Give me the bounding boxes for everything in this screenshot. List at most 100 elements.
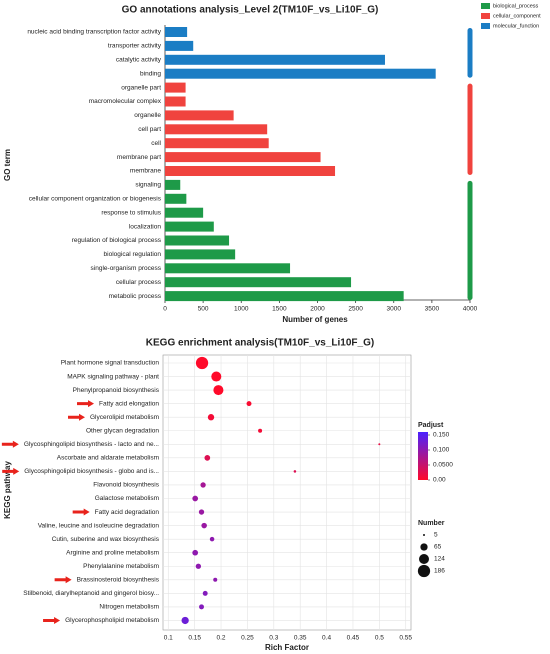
x-axis-label: Rich Factor: [265, 643, 309, 652]
x-tick-label: 0.55: [399, 635, 412, 642]
color-bar: [418, 432, 428, 480]
group-bar: [467, 180, 473, 301]
y-tick-label: Phenylalanine metabolism: [83, 563, 159, 570]
arrow: [2, 467, 20, 475]
arrow: [43, 616, 61, 624]
x-axis-label: Number of genes: [282, 315, 348, 324]
y-tick-label: Stilbenoid, diarylheptanoid and gingerol…: [23, 590, 159, 597]
y-tick-label: transporter activity: [108, 43, 162, 50]
y-tick-label: membrane: [130, 168, 161, 175]
bubble: [209, 536, 215, 542]
x-tick-label: 0.4: [322, 635, 331, 642]
bar: [165, 291, 404, 302]
color-tick-label: 0.00: [433, 477, 446, 484]
y-tick-label: binding: [140, 70, 161, 77]
arrow: [68, 413, 85, 421]
bubble: [202, 590, 208, 596]
y-tick-label: Flavonoid biosynthesis: [93, 482, 160, 489]
color-tick-label: 0.150: [433, 432, 450, 439]
x-tick-label: 1000: [234, 306, 249, 313]
y-tick-label: Fatty acid degradation: [95, 509, 160, 516]
y-tick-label: Cutin, suberine and wax biosynthesis: [52, 536, 160, 543]
y-tick-label: MAPK signaling pathway - plant: [67, 373, 159, 380]
bar: [165, 68, 436, 79]
y-tick-label: Galactose metabolism: [95, 495, 159, 502]
legend-swatch: [481, 3, 490, 9]
x-tick-label: 0.5: [375, 635, 384, 642]
size-legend-label: 65: [434, 544, 442, 551]
y-tick-label: macromolecular complex: [89, 98, 162, 105]
y-tick-label: Glycosphingolipid biosynthesis - globo a…: [24, 468, 159, 475]
bubble: [207, 414, 215, 421]
color-tick-label: 0.100: [433, 447, 450, 454]
group-bar: [467, 28, 473, 78]
size-legend-marker: [420, 543, 428, 551]
x-tick-label: 4000: [463, 306, 478, 313]
x-tick-label: 2500: [348, 306, 363, 313]
bubble: [246, 401, 252, 407]
group-bar: [467, 83, 473, 175]
bar: [165, 138, 269, 149]
legend-title: Number: [418, 520, 445, 527]
x-tick-label: 0.3: [269, 635, 278, 642]
bubble: [293, 470, 297, 473]
x-tick-label: 2000: [310, 306, 325, 313]
bar: [165, 124, 268, 135]
arrow: [1, 440, 19, 448]
size-legend-marker: [418, 553, 430, 565]
y-tick-label: Glycosphingolipid biosynthesis - lacto a…: [24, 441, 159, 448]
bar: [165, 82, 186, 93]
arrow: [72, 508, 90, 516]
legend-swatch: [481, 13, 490, 19]
y-tick-label: Other glycan degradation: [86, 427, 159, 434]
bubble: [204, 455, 211, 461]
arrow: [77, 400, 95, 408]
bubble: [181, 616, 189, 625]
bubble: [378, 443, 381, 446]
y-tick-label: metabolic process: [109, 293, 162, 300]
x-tick-label: 3500: [425, 306, 440, 313]
bubble: [195, 563, 202, 569]
legend-label: cellular_component: [493, 13, 541, 19]
x-tick-label: 3000: [387, 306, 402, 313]
legend-label: biological_process: [493, 3, 538, 9]
x-tick-label: 0.45: [347, 635, 360, 642]
y-tick-label: nucleic acid binding transcription facto…: [27, 29, 161, 36]
y-tick-label: Phenylpropanoid biosynthesis: [73, 387, 160, 394]
bar: [165, 27, 188, 37]
size-legend-label: 186: [434, 568, 445, 575]
legend-title: Padjust: [418, 422, 444, 429]
bubble: [201, 522, 207, 529]
bar: [165, 54, 385, 65]
y-tick-label: Fatty acid elongation: [99, 400, 159, 407]
y-axis-label: KEGG pathway: [3, 461, 12, 519]
x-tick-label: 0.15: [188, 635, 201, 642]
y-tick-label: organelle part: [121, 84, 161, 91]
y-tick-label: signaling: [135, 182, 161, 189]
y-tick-label: single-organism process: [91, 265, 162, 272]
bar: [165, 263, 291, 274]
bar: [165, 152, 321, 163]
y-tick-label: cellular component organization or bioge…: [29, 196, 162, 203]
bubble: [213, 577, 218, 582]
y-tick-label: Glycerolipid metabolism: [90, 414, 159, 421]
bar: [165, 166, 336, 176]
y-tick-label: localization: [129, 223, 162, 230]
bar: [165, 110, 234, 121]
y-tick-label: response to stimulus: [101, 209, 161, 216]
bubble: [192, 549, 199, 556]
y-tick-label: Plant hormone signal transduction: [61, 360, 160, 367]
size-legend-marker: [422, 533, 426, 537]
y-tick-label: catalytic activity: [116, 57, 162, 64]
bar: [165, 235, 230, 246]
bubble: [213, 385, 224, 396]
legend-swatch: [481, 23, 490, 29]
y-tick-label: biological regulation: [104, 251, 162, 258]
bar: [165, 40, 194, 51]
bar: [165, 249, 236, 260]
x-tick-label: 1500: [272, 306, 287, 313]
chart-title: GO annotations analysis_Level 2(TM10F_vs…: [122, 5, 379, 16]
y-tick-label: regulation of biological process: [72, 237, 162, 244]
x-tick-label: 0: [163, 306, 167, 313]
